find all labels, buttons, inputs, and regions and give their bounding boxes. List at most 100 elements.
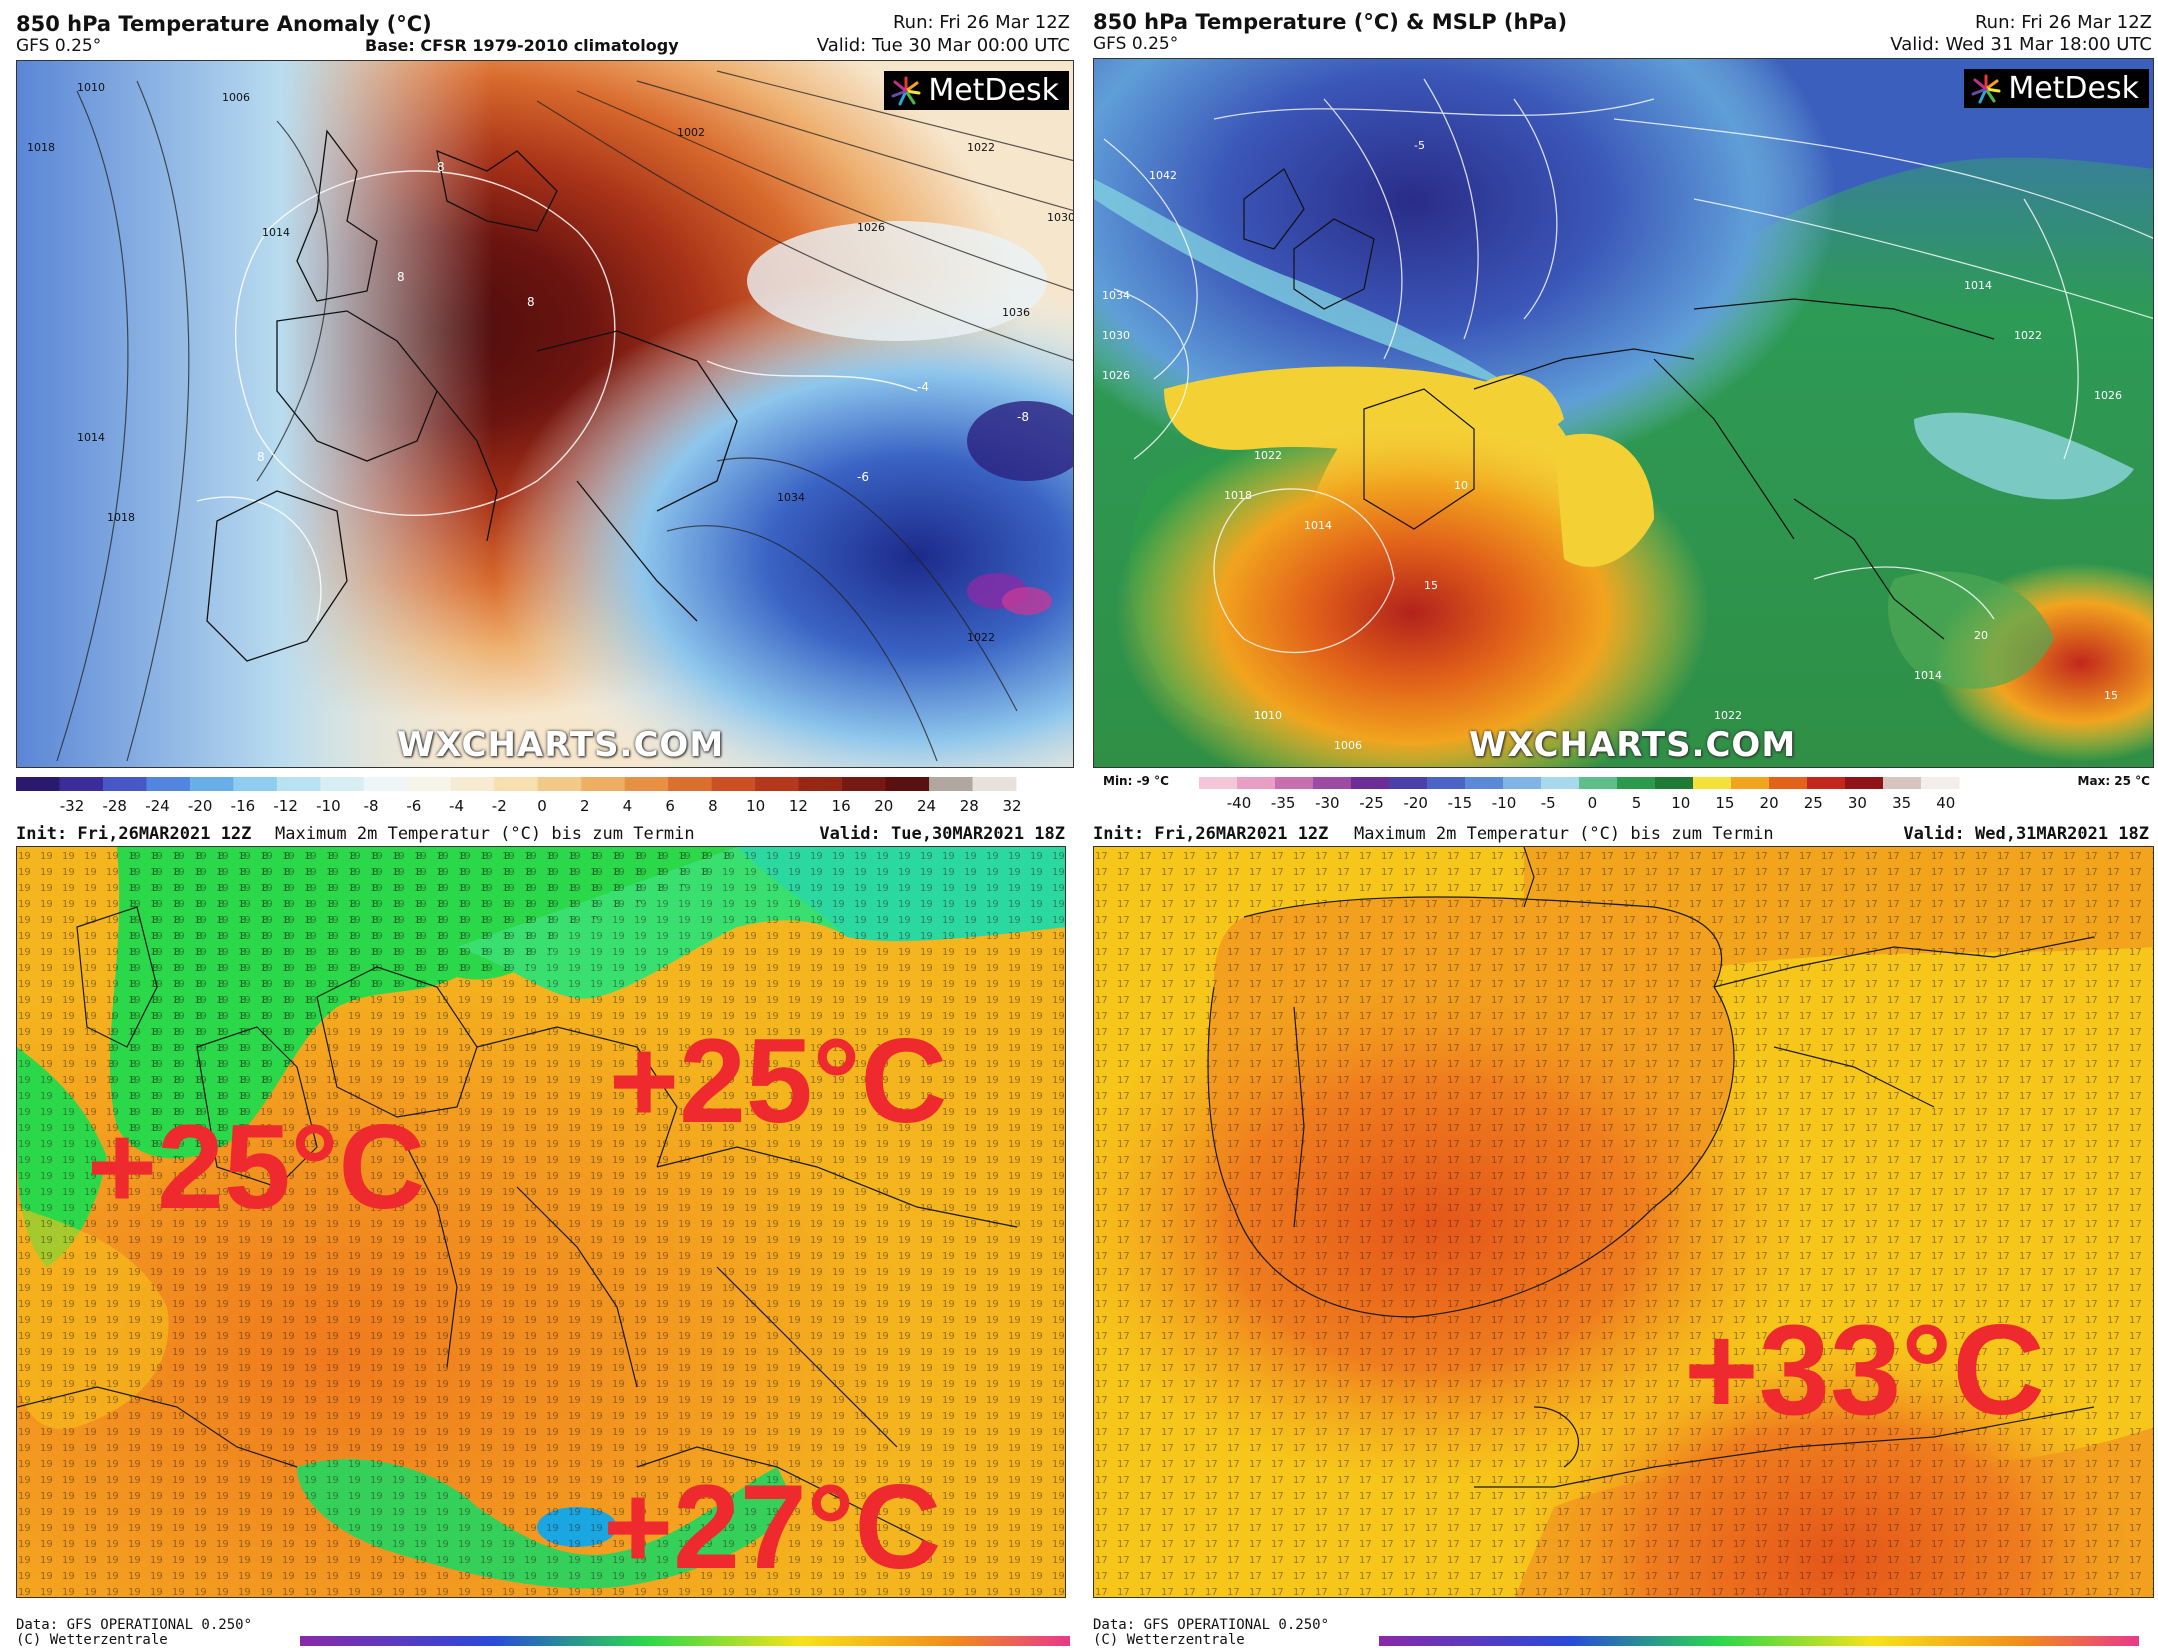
colorbar-cell <box>1883 777 1922 789</box>
anomaly-map-graphic: 1010 1018 1006 1002 1022 1030 1026 1036 1034… <box>17 61 1074 767</box>
colorbar-cell <box>885 777 930 791</box>
colorbar-tick-label: 20 <box>874 797 894 815</box>
svg-text:1018: 1018 <box>107 511 135 524</box>
colorbar-tick-label: -35 <box>1270 794 1296 812</box>
colorbar-tick-label: 35 <box>1892 794 1912 812</box>
svg-text:1014: 1014 <box>1304 519 1332 532</box>
svg-text:1042: 1042 <box>1149 169 1177 182</box>
colorbar-cell <box>59 777 104 791</box>
svg-text:8: 8 <box>257 450 265 464</box>
colorbar-cell <box>1389 777 1428 789</box>
metdesk-logo: MetDesk <box>884 71 1069 110</box>
colorbar-tick-label: -20 <box>187 797 213 815</box>
colorbar-cell <box>1617 777 1656 789</box>
svg-text:1030: 1030 <box>1047 211 1074 224</box>
init-label: Init: Fri,26MAR2021 12Z <box>16 824 252 844</box>
colorbar-tick-label: -30 <box>1315 794 1340 812</box>
data-source-footer: Data: GFS OPERATIONAL 0.250° (C) Wetterz… <box>16 1618 252 1648</box>
svg-text:-5: -5 <box>1414 139 1425 152</box>
colorbar-cell <box>494 777 539 791</box>
colorbar-cell <box>1845 777 1884 789</box>
svg-text:1014: 1014 <box>77 431 105 444</box>
colorbar-tick-label: 32 <box>1002 797 1022 815</box>
colorbar-cell <box>972 777 1017 791</box>
valid-label: Valid: Wed,31MAR2021 18Z <box>1903 824 2149 844</box>
colorbar-tick-label: -10 <box>316 797 341 815</box>
colorbar-cell <box>624 777 669 791</box>
svg-text:1006: 1006 <box>1334 739 1362 752</box>
colorbar-tick-label: 0 <box>1587 794 1598 812</box>
svg-text:8: 8 <box>397 270 405 284</box>
anomaly-colorbar <box>16 777 1017 791</box>
max-temp-map-tue: 19 8 <box>16 846 1066 1598</box>
colorbar-cell <box>1693 777 1732 789</box>
colorbar-tick-label: -25 <box>1359 794 1384 812</box>
svg-text:1034: 1034 <box>1102 289 1130 302</box>
colorbar-tick-label: 25 <box>1803 794 1823 812</box>
svg-text:1014: 1014 <box>1914 669 1942 682</box>
colorbar-cell <box>1275 777 1314 789</box>
svg-text:8: 8 <box>527 295 535 309</box>
colorbar-cell <box>668 777 713 791</box>
run-label: Run: Fri 26 Mar 12Z <box>1974 12 2152 33</box>
metdesk-star-icon <box>1971 74 2001 103</box>
panel-temperature-anomaly: 850 hPa Temperature Anomaly (°C) GFS 0.2… <box>0 0 1079 830</box>
colorbar-cell <box>407 777 452 791</box>
colorbar-cell <box>1313 777 1352 789</box>
colorbar-tick-label: 28 <box>959 797 979 815</box>
colorbar-tick-label: -6 <box>406 797 422 815</box>
svg-text:10: 10 <box>1454 479 1468 492</box>
panel-max-2m-temp-tue: Init: Fri,26MAR2021 12Z Maximum 2m Tempe… <box>0 820 1079 1648</box>
metdesk-star-icon <box>891 76 921 105</box>
metdesk-logo-text: MetDesk <box>2008 71 2139 106</box>
colorbar-tick-label: 10 <box>1671 794 1691 812</box>
colorbar-cell <box>711 777 756 791</box>
metdesk-logo-text: MetDesk <box>928 73 1059 108</box>
colorbar-cell <box>1465 777 1504 789</box>
colorbar-tick-label: -15 <box>1447 794 1473 812</box>
wxcharts-watermark: WXCHARTS.COM <box>1469 725 1797 765</box>
colorbar-tick-label: -40 <box>1226 794 1252 812</box>
svg-text:1026: 1026 <box>857 221 885 234</box>
colorbar-cell <box>929 777 974 791</box>
svg-text:1018: 1018 <box>27 141 55 154</box>
copyright-line: (C) Wetterzentrale <box>16 1632 168 1648</box>
colorbar-tick-label: 12 <box>788 797 808 815</box>
colorbar-tick-label: 0 <box>537 797 547 815</box>
svg-text:1030: 1030 <box>1102 329 1130 342</box>
data-source-line: Data: GFS OPERATIONAL 0.250° <box>1093 1617 1330 1633</box>
colorbar-tick-label: 4 <box>622 797 633 815</box>
colorbar-cell <box>102 777 147 791</box>
init-label: Init: Fri,26MAR2021 12Z <box>1093 824 1329 844</box>
colorbar-cell <box>1921 777 1960 789</box>
colorbar-cell <box>581 777 626 791</box>
colorbar-cell <box>1199 777 1238 789</box>
colorbar-cell <box>189 777 234 791</box>
svg-text:-4: -4 <box>917 380 929 394</box>
colorbar-cell <box>146 777 191 791</box>
colorbar-tick-label: 20 <box>1759 794 1779 812</box>
svg-text:1010: 1010 <box>77 81 105 94</box>
colorbar-cell <box>755 777 800 791</box>
colorbar-cell <box>842 777 887 791</box>
svg-text:1026: 1026 <box>1102 369 1130 382</box>
colorbar-cell <box>16 777 60 791</box>
panel-title: Maximum 2m Temperatur (°C) bis zum Termi… <box>1354 824 1774 844</box>
annotation-temp-2: +25°C <box>609 1014 948 1148</box>
colorbar-tick-label: 8 <box>708 797 718 815</box>
svg-text:1014: 1014 <box>1964 279 1992 292</box>
annotation-temp-1: +25°C <box>87 1100 426 1234</box>
colorbar-tick-label: -10 <box>1491 794 1517 812</box>
climatology-base: Base: CFSR 1979-2010 climatology <box>365 36 679 55</box>
svg-text:1036: 1036 <box>1002 306 1030 319</box>
colorbar-cell <box>798 777 843 791</box>
model-label: GFS 0.25° <box>1093 34 1179 54</box>
svg-text:1034: 1034 <box>777 491 805 504</box>
panel-title: 850 hPa Temperature (°C) & MSLP (hPa) <box>1093 10 1568 34</box>
svg-text:1010: 1010 <box>1254 709 1282 722</box>
model-label: GFS 0.25° <box>16 36 102 56</box>
svg-text:8: 8 <box>437 160 445 174</box>
colorbar-cell <box>1427 777 1466 789</box>
anomaly-map: 1010 1018 1006 1002 1022 1030 1026 1036 1034… <box>16 60 1074 768</box>
